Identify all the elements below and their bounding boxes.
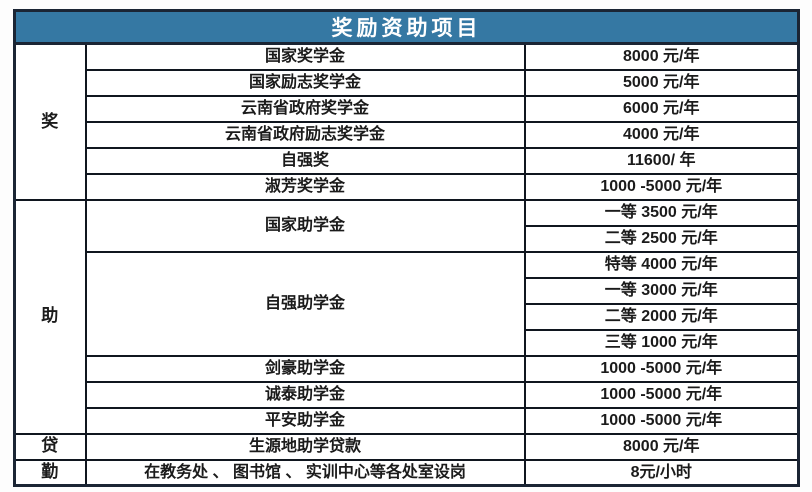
amount-cell: 一等 3000 元/年 [523, 276, 800, 305]
table-row: 一等 3000 元/年 [15, 276, 800, 305]
program-cell: 国家励志奖学金 [84, 68, 526, 97]
program-cell: 云南省政府励志奖学金 [84, 120, 526, 149]
category-cell-workstudy: 勤 [13, 458, 87, 487]
program-cell: 自强奖 [84, 146, 526, 175]
program-cell: 剑豪助学金 [84, 354, 526, 383]
amount-cell: 1000 -5000 元/年 [523, 406, 800, 435]
title-row: 奖励资助项目 [13, 9, 800, 45]
table-row: 三等 1000 元/年 [15, 328, 800, 357]
table-row: 二等 2500 元/年 [15, 224, 800, 253]
program-cell: 淑芳奖学金 [84, 172, 526, 201]
amount-cell: 8000 元/年 [523, 42, 800, 71]
table-row: 自强奖 11600/ 年 [15, 146, 800, 175]
table-row: 平安助学金 1000 -5000 元/年 [15, 406, 800, 435]
amount-cell: 4000 元/年 [523, 120, 800, 149]
program-cell: 国家助学金 [84, 198, 526, 253]
table-row: 二等 2000 元/年 [15, 302, 800, 331]
category-cell-loan: 贷 [13, 432, 87, 461]
program-cell: 在教务处 、 图书馆 、 实训中心等各处室设岗 [84, 458, 526, 487]
amount-cell: 二等 2000 元/年 [523, 302, 800, 331]
amount-cell: 5000 元/年 [523, 68, 800, 97]
table-row: 奖 国家奖学金 8000 元/年 [13, 42, 800, 201]
amount-cell: 8000 元/年 [523, 432, 800, 461]
program-cell: 自强助学金 [84, 250, 526, 357]
amount-cell: 8元/小时 [523, 458, 800, 487]
amount-cell: 1000 -5000 元/年 [523, 354, 800, 383]
table-row: 勤 在教务处 、 图书馆 、 实训中心等各处室设岗 8元/小时 [13, 458, 800, 487]
amount-cell: 特等 4000 元/年 [523, 250, 800, 279]
program-cell: 国家奖学金 [84, 42, 526, 71]
category-cell-award: 奖 [13, 42, 87, 201]
category-cell-aid: 助 [13, 198, 87, 435]
program-cell: 云南省政府奖学金 [84, 94, 526, 123]
program-cell: 生源地助学贷款 [84, 432, 526, 461]
table-row: 云南省政府励志奖学金 4000 元/年 [15, 120, 800, 149]
amount-cell: 11600/ 年 [523, 146, 800, 175]
table-row: 剑豪助学金 1000 -5000 元/年 [15, 354, 800, 383]
program-cell: 平安助学金 [84, 406, 526, 435]
amount-cell: 1000 -5000 元/年 [523, 172, 800, 201]
amount-cell: 一等 3500 元/年 [523, 198, 800, 227]
amount-cell: 三等 1000 元/年 [523, 328, 800, 357]
table-row: 诚泰助学金 1000 -5000 元/年 [15, 380, 800, 409]
grant-table: 奖励资助项目 奖 国家奖学金 8000 元/年 国家励志奖学金 5000 元/年… [13, 9, 800, 487]
amount-cell: 二等 2500 元/年 [523, 224, 800, 253]
table-title: 奖励资助项目 [13, 9, 800, 45]
table-row: 云南省政府奖学金 6000 元/年 [15, 94, 800, 123]
table-row: 贷 生源地助学贷款 8000 元/年 [13, 432, 800, 461]
amount-cell: 6000 元/年 [523, 94, 800, 123]
amount-cell: 1000 -5000 元/年 [523, 380, 800, 409]
program-cell: 诚泰助学金 [84, 380, 526, 409]
table-row: 助 国家助学金 一等 3500 元/年 [13, 198, 800, 435]
table-row: 淑芳奖学金 1000 -5000 元/年 [15, 172, 800, 201]
table-row: 国家励志奖学金 5000 元/年 [15, 68, 800, 97]
table-row: 自强助学金 特等 4000 元/年 [15, 250, 800, 357]
